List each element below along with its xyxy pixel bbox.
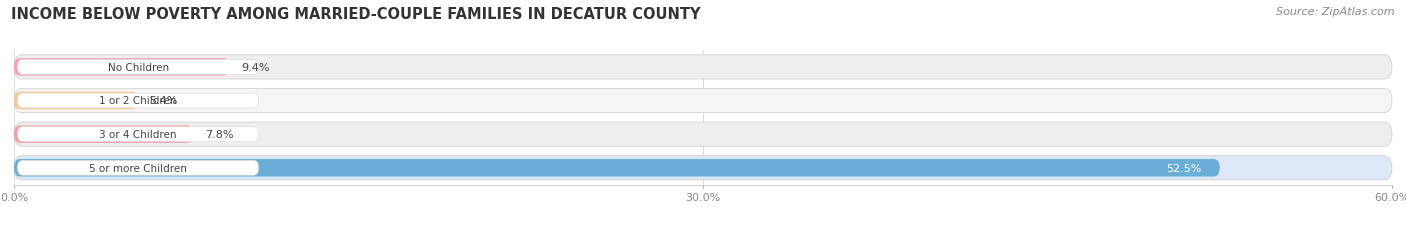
Text: No Children: No Children: [107, 63, 169, 73]
Text: 9.4%: 9.4%: [242, 63, 270, 73]
Text: 5.4%: 5.4%: [149, 96, 179, 106]
FancyBboxPatch shape: [14, 159, 1220, 177]
Text: INCOME BELOW POVERTY AMONG MARRIED-COUPLE FAMILIES IN DECATUR COUNTY: INCOME BELOW POVERTY AMONG MARRIED-COUPL…: [11, 7, 700, 22]
FancyBboxPatch shape: [14, 55, 1392, 80]
FancyBboxPatch shape: [14, 122, 1392, 147]
Text: 52.5%: 52.5%: [1166, 163, 1201, 173]
Text: 1 or 2 Children: 1 or 2 Children: [100, 96, 177, 106]
FancyBboxPatch shape: [17, 94, 259, 108]
Text: 3 or 4 Children: 3 or 4 Children: [100, 130, 177, 140]
FancyBboxPatch shape: [17, 127, 259, 142]
FancyBboxPatch shape: [14, 89, 1392, 113]
Text: Source: ZipAtlas.com: Source: ZipAtlas.com: [1277, 7, 1395, 17]
FancyBboxPatch shape: [14, 126, 193, 143]
FancyBboxPatch shape: [14, 156, 1392, 180]
FancyBboxPatch shape: [17, 60, 259, 75]
FancyBboxPatch shape: [17, 161, 259, 175]
FancyBboxPatch shape: [14, 59, 231, 76]
Text: 5 or more Children: 5 or more Children: [89, 163, 187, 173]
Text: 7.8%: 7.8%: [205, 130, 233, 140]
FancyBboxPatch shape: [14, 92, 138, 110]
